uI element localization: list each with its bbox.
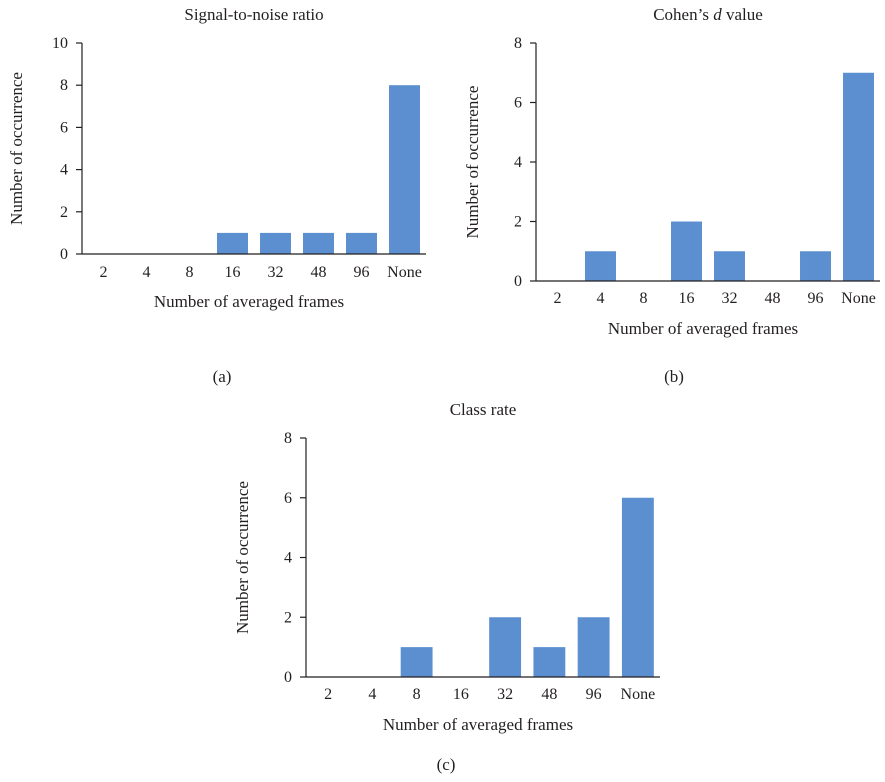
bar-96	[346, 232, 377, 254]
bar-none	[843, 72, 874, 281]
x-tick-label: 4	[597, 290, 605, 307]
bar-8	[400, 647, 433, 677]
bar-none	[621, 497, 654, 677]
panel-label: (b)	[664, 367, 684, 386]
x-tick-label: 16	[453, 686, 469, 703]
x-tick-label: 96	[354, 264, 370, 281]
x-tick-label: None	[621, 686, 656, 703]
x-tick-label: 32	[497, 686, 513, 703]
y-axis-label: Number of occurrence	[233, 481, 252, 634]
y-axis-label: Number of occurrence	[7, 72, 26, 225]
y-tick-label: 0	[514, 273, 522, 290]
x-tick-label: 4	[143, 264, 151, 281]
x-tick-label: None	[841, 290, 876, 307]
bar-48	[303, 232, 334, 254]
y-tick-label: 0	[284, 669, 292, 686]
x-tick-label: 2	[324, 686, 332, 703]
bar-32	[489, 617, 522, 677]
y-tick-label: 10	[52, 35, 68, 52]
chart-title-part: Signal-to-noise ratio	[184, 5, 323, 24]
bar-48	[533, 647, 566, 677]
x-tick-label: 16	[679, 290, 695, 307]
panel-label: (c)	[437, 755, 456, 774]
x-tick-label: 48	[541, 686, 557, 703]
y-tick-label: 4	[284, 550, 292, 567]
x-tick-label: 4	[368, 686, 376, 703]
panel-label: (a)	[213, 367, 232, 386]
bar-32	[260, 232, 291, 254]
x-tick-label: 32	[722, 290, 738, 307]
y-tick-label: 8	[60, 77, 68, 94]
x-tick-label: 32	[268, 264, 284, 281]
chart-title-part: d	[713, 5, 722, 24]
chart-title-part: value	[722, 5, 763, 24]
chart-title: Class rate	[450, 400, 517, 419]
x-axis-label: Number of averaged frames	[383, 715, 573, 734]
chart-title: Signal-to-noise ratio	[184, 5, 323, 24]
bar-none	[389, 85, 420, 254]
x-tick-label: 48	[765, 290, 781, 307]
x-tick-label: 2	[100, 264, 108, 281]
y-tick-label: 2	[60, 204, 68, 221]
y-tick-label: 4	[514, 154, 522, 171]
bar-32	[714, 251, 745, 281]
x-tick-label: 8	[413, 686, 421, 703]
y-tick-label: 4	[60, 162, 68, 179]
chart-title-part: Class rate	[450, 400, 517, 419]
bar-16	[671, 221, 702, 281]
y-tick-label: 0	[60, 246, 68, 263]
y-tick-label: 6	[284, 490, 292, 507]
y-tick-label: 8	[284, 430, 292, 447]
x-tick-label: 8	[186, 264, 194, 281]
x-tick-label: 48	[311, 264, 327, 281]
x-axis-label: Number of averaged frames	[608, 319, 798, 338]
x-tick-label: None	[387, 264, 422, 281]
bar-96	[800, 251, 831, 281]
y-tick-label: 6	[514, 95, 522, 112]
x-tick-label: 16	[225, 264, 241, 281]
y-tick-label: 2	[284, 609, 292, 626]
bar-16	[217, 232, 248, 254]
chart-title-part: Cohen’s	[653, 5, 713, 24]
y-axis-label: Number of occurrence	[463, 86, 482, 239]
bar-4	[585, 251, 616, 281]
x-axis-label: Number of averaged frames	[154, 292, 344, 311]
y-tick-label: 8	[514, 35, 522, 52]
chart-title: Cohen’s d value	[653, 5, 763, 24]
x-tick-label: 96	[586, 686, 602, 703]
x-tick-label: 2	[554, 290, 562, 307]
x-tick-label: 96	[808, 290, 824, 307]
bar-96	[577, 617, 610, 677]
y-tick-label: 2	[514, 214, 522, 231]
x-tick-label: 8	[640, 290, 648, 307]
y-tick-label: 6	[60, 119, 68, 136]
